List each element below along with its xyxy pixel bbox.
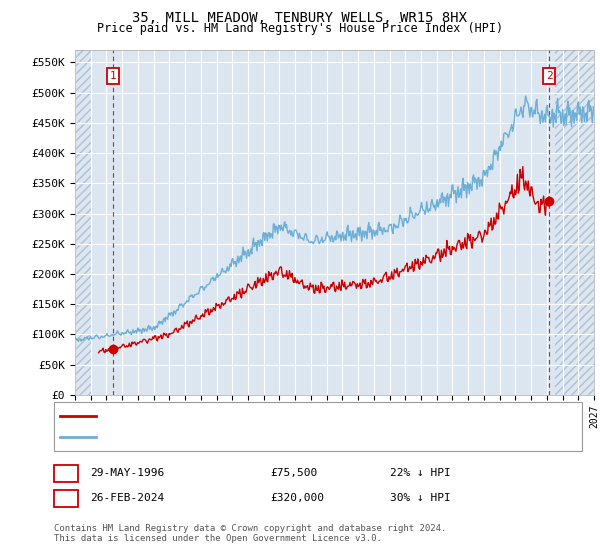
Text: 30% ↓ HPI: 30% ↓ HPI	[390, 493, 451, 503]
Text: Contains HM Land Registry data © Crown copyright and database right 2024.
This d: Contains HM Land Registry data © Crown c…	[54, 524, 446, 543]
Text: 2: 2	[62, 492, 70, 505]
Text: 22% ↓ HPI: 22% ↓ HPI	[390, 468, 451, 478]
Text: 35, MILL MEADOW, TENBURY WELLS, WR15 8HX: 35, MILL MEADOW, TENBURY WELLS, WR15 8HX	[133, 11, 467, 25]
Text: 2: 2	[546, 71, 553, 81]
Polygon shape	[554, 50, 594, 395]
Polygon shape	[75, 50, 91, 395]
Text: 26-FEB-2024: 26-FEB-2024	[90, 493, 164, 503]
Text: HPI: Average price, detached house, Malvern Hills: HPI: Average price, detached house, Malv…	[105, 432, 411, 442]
Text: 35, MILL MEADOW, TENBURY WELLS, WR15 8HX (detached house): 35, MILL MEADOW, TENBURY WELLS, WR15 8HX…	[105, 411, 461, 421]
Text: 29-MAY-1996: 29-MAY-1996	[90, 468, 164, 478]
Text: 1: 1	[110, 71, 116, 81]
Text: £320,000: £320,000	[270, 493, 324, 503]
Text: 1: 1	[62, 466, 70, 480]
Text: Price paid vs. HM Land Registry's House Price Index (HPI): Price paid vs. HM Land Registry's House …	[97, 22, 503, 35]
Text: £75,500: £75,500	[270, 468, 317, 478]
